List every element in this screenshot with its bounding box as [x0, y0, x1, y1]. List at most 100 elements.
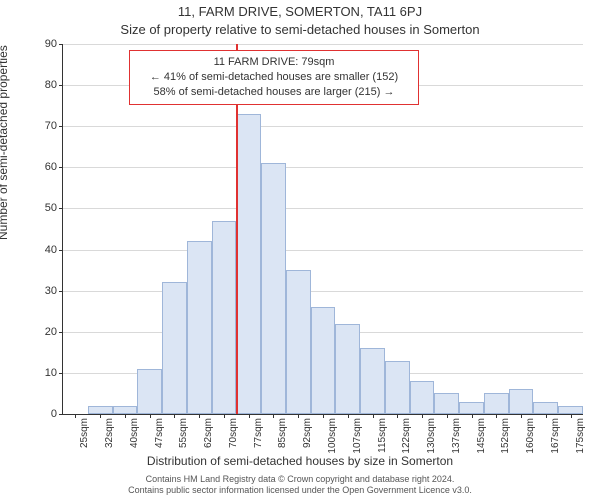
x-tick-label: 55sqm	[178, 418, 189, 448]
x-tick-mark	[373, 414, 374, 418]
callout-line-3: 58% of semi-detached houses are larger (…	[136, 85, 412, 100]
x-tick-mark	[348, 414, 349, 418]
gridline	[63, 126, 583, 127]
x-tick-label: 107sqm	[352, 418, 363, 454]
histogram-bar	[286, 270, 311, 414]
x-tick-mark	[249, 414, 250, 418]
gridline	[63, 250, 583, 251]
y-tick-mark	[59, 126, 63, 127]
x-tick-mark	[150, 414, 151, 418]
plot-area: 010203040506070809025sqm32sqm40sqm47sqm5…	[62, 44, 583, 415]
x-tick-mark	[571, 414, 572, 418]
x-tick-mark	[397, 414, 398, 418]
y-tick-mark	[59, 167, 63, 168]
x-tick-label: 85sqm	[277, 418, 288, 448]
gridline	[63, 44, 583, 45]
x-tick-mark	[273, 414, 274, 418]
histogram-bar	[236, 114, 261, 414]
y-tick-mark	[59, 250, 63, 251]
y-tick-label: 60	[45, 161, 57, 173]
x-tick-label: 115sqm	[377, 418, 388, 453]
x-tick-label: 40sqm	[129, 418, 140, 448]
gridline	[63, 208, 583, 209]
x-tick-label: 47sqm	[154, 418, 165, 448]
x-tick-mark	[422, 414, 423, 418]
y-tick-mark	[59, 85, 63, 86]
y-tick-label: 10	[45, 367, 57, 379]
histogram-bar	[484, 393, 509, 414]
y-tick-mark	[59, 332, 63, 333]
footer-line-2: Contains public sector information licen…	[0, 485, 600, 496]
x-tick-mark	[125, 414, 126, 418]
x-tick-label: 77sqm	[253, 418, 264, 448]
x-tick-label: 25sqm	[79, 418, 90, 448]
y-tick-mark	[59, 208, 63, 209]
callout-line-1: 11 FARM DRIVE: 79sqm	[136, 55, 412, 70]
gridline	[63, 167, 583, 168]
y-axis-label: Number of semi-detached properties	[0, 45, 10, 240]
x-tick-label: 92sqm	[302, 418, 313, 448]
histogram-bar	[509, 389, 534, 414]
x-tick-mark	[323, 414, 324, 418]
x-tick-mark	[199, 414, 200, 418]
gridline	[63, 291, 583, 292]
x-tick-mark	[546, 414, 547, 418]
histogram-bar	[434, 393, 459, 414]
histogram-bar	[88, 406, 113, 414]
x-tick-label: 137sqm	[451, 418, 462, 454]
histogram-bar	[459, 402, 484, 414]
y-tick-label: 40	[45, 244, 57, 256]
histogram-bar	[335, 324, 360, 414]
y-tick-label: 30	[45, 285, 57, 297]
x-tick-mark	[496, 414, 497, 418]
y-tick-label: 20	[45, 326, 57, 338]
histogram-bar	[410, 381, 435, 414]
histogram-bar	[261, 163, 286, 414]
x-tick-mark	[100, 414, 101, 418]
x-tick-label: 167sqm	[550, 418, 561, 454]
y-tick-label: 90	[45, 38, 57, 50]
histogram-bar	[162, 282, 187, 414]
x-tick-label: 160sqm	[525, 418, 536, 454]
x-tick-mark	[472, 414, 473, 418]
histogram-bar	[311, 307, 336, 414]
x-tick-label: 70sqm	[228, 418, 239, 448]
histogram-bar	[137, 369, 162, 414]
x-tick-label: 130sqm	[426, 418, 437, 454]
y-tick-label: 0	[51, 408, 57, 420]
y-tick-mark	[59, 44, 63, 45]
chart-container: 11, FARM DRIVE, SOMERTON, TA11 6PJ Size …	[0, 0, 600, 500]
histogram-bar	[360, 348, 385, 414]
x-tick-mark	[298, 414, 299, 418]
x-tick-mark	[75, 414, 76, 418]
histogram-bar	[212, 221, 237, 414]
footer-line-1: Contains HM Land Registry data © Crown c…	[0, 474, 600, 485]
y-tick-mark	[59, 291, 63, 292]
x-tick-mark	[521, 414, 522, 418]
y-tick-label: 80	[45, 79, 57, 91]
x-tick-label: 100sqm	[327, 418, 338, 454]
callout-line-2: ← 41% of semi-detached houses are smalle…	[136, 70, 412, 85]
histogram-bar	[187, 241, 212, 414]
attribution-footer: Contains HM Land Registry data © Crown c…	[0, 474, 600, 497]
x-tick-label: 32sqm	[104, 418, 115, 448]
x-tick-label: 175sqm	[575, 418, 586, 454]
title-sub: Size of property relative to semi-detach…	[0, 22, 600, 37]
x-tick-label: 145sqm	[476, 418, 487, 454]
x-tick-label: 152sqm	[500, 418, 511, 454]
x-axis-label: Distribution of semi-detached houses by …	[0, 454, 600, 468]
x-tick-label: 122sqm	[401, 418, 412, 454]
title-main: 11, FARM DRIVE, SOMERTON, TA11 6PJ	[0, 4, 600, 19]
callout-box: 11 FARM DRIVE: 79sqm← 41% of semi-detach…	[129, 50, 419, 105]
histogram-bar	[558, 406, 583, 414]
y-tick-mark	[59, 414, 63, 415]
x-tick-mark	[224, 414, 225, 418]
x-tick-mark	[174, 414, 175, 418]
x-tick-label: 62sqm	[203, 418, 214, 448]
histogram-bar	[385, 361, 410, 414]
x-tick-mark	[447, 414, 448, 418]
y-tick-mark	[59, 373, 63, 374]
y-tick-label: 70	[45, 120, 57, 132]
histogram-bar	[533, 402, 558, 414]
histogram-bar	[113, 406, 138, 414]
